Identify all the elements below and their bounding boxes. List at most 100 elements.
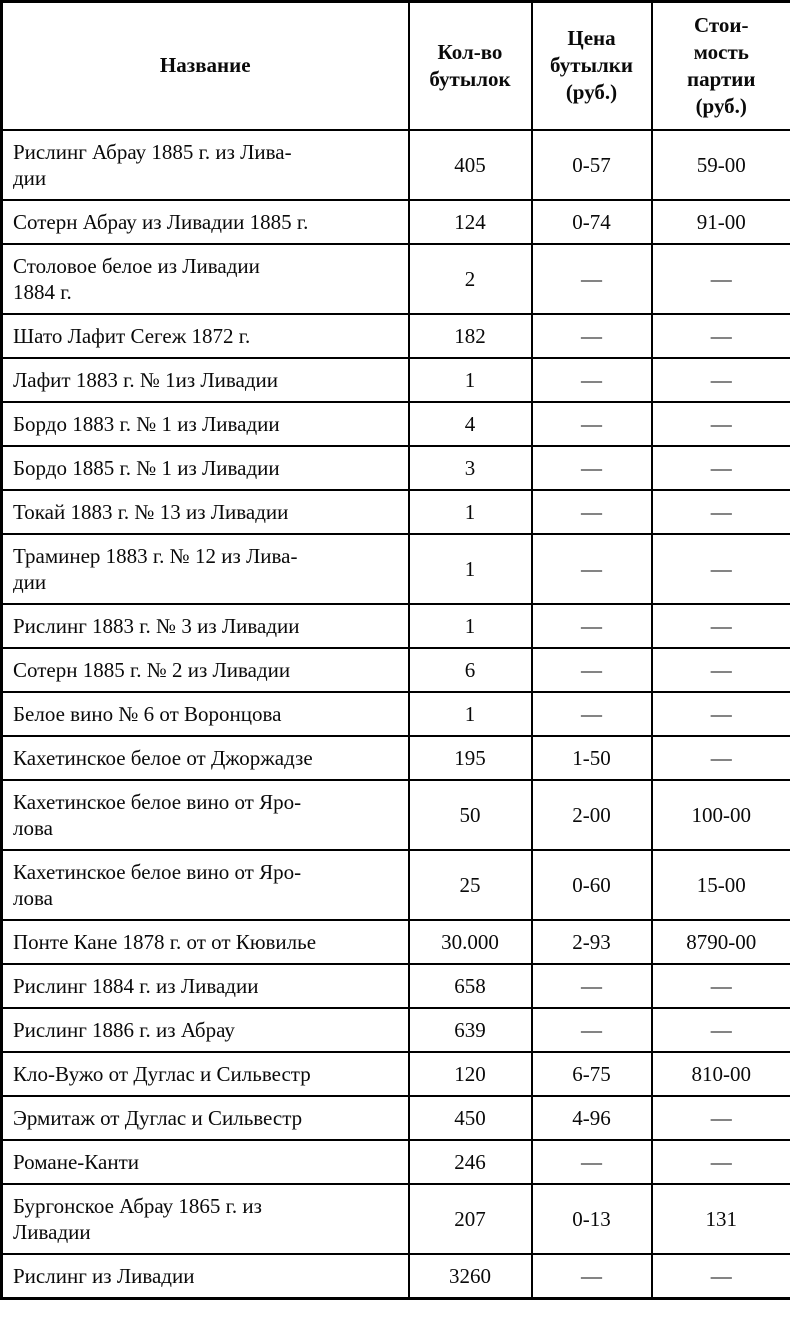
name-cell: Траминер 1883 г. № 12 из Лива- дии bbox=[0, 532, 410, 605]
name-cell: Романе-Канти bbox=[0, 1139, 410, 1186]
column-header-batch-cost: Стои- мость партии (руб.) bbox=[650, 0, 790, 131]
name-cell: Рислинг 1886 г. из Абрау bbox=[0, 1007, 410, 1054]
total-cell: — bbox=[650, 356, 790, 403]
total-cell: 59-00 bbox=[650, 128, 790, 201]
table-header: Название Кол-во бутылок Цена бутылки (ру… bbox=[0, 0, 790, 131]
table-row: Кло-Вужо от Дуглас и Сильвестр 120 6-75 … bbox=[0, 1051, 790, 1098]
table-row: Рислинг Абрау 1885 г. из Лива- дии 405 0… bbox=[0, 128, 790, 201]
table-row: Кахетинское белое вино от Яро- лова 50 2… bbox=[0, 778, 790, 852]
total-cell: 15-00 bbox=[650, 849, 790, 922]
name-cell: Кахетинское белое вино от Яро- лова bbox=[0, 778, 410, 852]
table-row: Бургонское Абрау 1865 г. из Ливадии 207 … bbox=[0, 1183, 790, 1256]
bottle-count-cell: 1 bbox=[407, 488, 533, 535]
price-cell: — bbox=[530, 963, 653, 1010]
bottle-count-cell: 50 bbox=[407, 778, 533, 852]
price-cell: 1-50 bbox=[530, 734, 653, 782]
bottle-count-cell: 450 bbox=[407, 1095, 533, 1142]
table-row: Белое вино № 6 от Воронцова 1 — — bbox=[0, 690, 790, 737]
price-cell: — bbox=[530, 1253, 653, 1300]
bottle-count-cell: 182 bbox=[407, 312, 533, 359]
bottle-count-cell: 3 bbox=[407, 444, 533, 491]
table-row: Рислинг 1886 г. из Абрау 639 — — bbox=[0, 1007, 790, 1054]
total-cell: — bbox=[650, 1007, 790, 1054]
total-cell: — bbox=[650, 488, 790, 535]
bottle-count-cell: 30.000 bbox=[407, 919, 533, 966]
table-row: Кахетинское белое от Джоржадзе 195 1-50 … bbox=[0, 734, 790, 782]
price-cell: — bbox=[530, 312, 653, 359]
total-cell: 100-00 bbox=[650, 778, 790, 852]
name-cell: Бургонское Абрау 1865 г. из Ливадии bbox=[0, 1183, 410, 1256]
name-cell: Рислинг Абрау 1885 г. из Лива- дии bbox=[0, 128, 410, 201]
price-cell: — bbox=[530, 532, 653, 605]
total-cell: — bbox=[650, 1253, 790, 1300]
name-cell: Бордо 1883 г. № 1 из Ливадии bbox=[0, 400, 410, 447]
price-cell: — bbox=[530, 444, 653, 491]
price-cell: — bbox=[530, 488, 653, 535]
name-cell: Токай 1883 г. № 13 из Ливадии bbox=[0, 488, 410, 535]
price-cell: 0-57 bbox=[530, 128, 653, 201]
table-row: Рислинг 1883 г. № 3 из Ливадии 1 — — bbox=[0, 602, 790, 649]
bottle-count-cell: 207 bbox=[407, 1183, 533, 1256]
bottle-count-cell: 639 bbox=[407, 1007, 533, 1054]
price-cell: — bbox=[530, 1139, 653, 1186]
column-header-bottle-price: Цена бутылки (руб.) bbox=[530, 0, 653, 131]
name-cell: Шато Лафит Сегеж 1872 г. bbox=[0, 312, 410, 359]
bottle-count-cell: 2 bbox=[407, 242, 533, 315]
table-row: Лафит 1883 г. № 1из Ливадии 1 — — bbox=[0, 356, 790, 403]
table-row: Сотерн 1885 г. № 2 из Ливадии 6 — — bbox=[0, 646, 790, 693]
table-row: Бордо 1883 г. № 1 из Ливадии 4 — — bbox=[0, 400, 790, 447]
price-cell: — bbox=[530, 690, 653, 737]
name-cell: Кахетинское белое от Джоржадзе bbox=[0, 734, 410, 782]
price-cell: 4-96 bbox=[530, 1095, 653, 1142]
name-cell: Кахетинское белое вино от Яро- лова bbox=[0, 849, 410, 922]
name-cell: Понте Кане 1878 г. от от Кювилье bbox=[0, 919, 410, 966]
total-cell: — bbox=[650, 690, 790, 737]
price-cell: 2-93 bbox=[530, 919, 653, 966]
total-cell: — bbox=[650, 400, 790, 447]
name-cell: Сотерн Абрау из Ливадии 1885 г. bbox=[0, 198, 410, 245]
total-cell: 8790-00 bbox=[650, 919, 790, 966]
total-cell: — bbox=[650, 1139, 790, 1186]
price-cell: 6-75 bbox=[530, 1051, 653, 1098]
total-cell: 91-00 bbox=[650, 198, 790, 245]
bottle-count-cell: 1 bbox=[407, 690, 533, 737]
price-cell: — bbox=[530, 602, 653, 649]
table-row: Столовое белое из Ливадии 1884 г. 2 — — bbox=[0, 242, 790, 315]
total-cell: — bbox=[650, 1095, 790, 1142]
price-cell: 0-74 bbox=[530, 198, 653, 245]
table-row: Романе-Канти 246 — — bbox=[0, 1139, 790, 1186]
bottle-count-cell: 3260 bbox=[407, 1253, 533, 1300]
price-cell: — bbox=[530, 356, 653, 403]
bottle-count-cell: 195 bbox=[407, 734, 533, 782]
total-cell: — bbox=[650, 646, 790, 693]
total-cell: 131 bbox=[650, 1183, 790, 1256]
bottle-count-cell: 1 bbox=[407, 532, 533, 605]
table-row: Токай 1883 г. № 13 из Ливадии 1 — — bbox=[0, 488, 790, 535]
name-cell: Рислинг 1884 г. из Ливадии bbox=[0, 963, 410, 1010]
name-cell: Рислинг из Ливадии bbox=[0, 1253, 410, 1300]
bottle-count-cell: 1 bbox=[407, 356, 533, 403]
total-cell: — bbox=[650, 444, 790, 491]
total-cell: — bbox=[650, 532, 790, 605]
table-row: Эрмитаж от Дуглас и Сильвестр 450 4-96 — bbox=[0, 1095, 790, 1142]
bottle-count-cell: 25 bbox=[407, 849, 533, 922]
total-cell: 810-00 bbox=[650, 1051, 790, 1098]
price-cell: — bbox=[530, 646, 653, 693]
table-row: Шато Лафит Сегеж 1872 г. 182 — — bbox=[0, 312, 790, 359]
name-cell: Лафит 1883 г. № 1из Ливадии bbox=[0, 356, 410, 403]
name-cell: Рислинг 1883 г. № 3 из Ливадии bbox=[0, 602, 410, 649]
bottle-count-cell: 405 bbox=[407, 128, 533, 201]
total-cell: — bbox=[650, 963, 790, 1010]
table-row: Сотерн Абрау из Ливадии 1885 г. 124 0-74… bbox=[0, 198, 790, 245]
table-row: Рислинг из Ливадии 3260 — — bbox=[0, 1253, 790, 1300]
table-row: Бордо 1885 г. № 1 из Ливадии 3 — — bbox=[0, 444, 790, 491]
bottle-count-cell: 120 bbox=[407, 1051, 533, 1098]
price-cell: 0-60 bbox=[530, 849, 653, 922]
total-cell: — bbox=[650, 312, 790, 359]
price-cell: — bbox=[530, 1007, 653, 1054]
total-cell: — bbox=[650, 242, 790, 315]
column-header-bottle-count: Кол-во бутылок bbox=[407, 0, 533, 131]
bottle-count-cell: 658 bbox=[407, 963, 533, 1010]
table-row: Траминер 1883 г. № 12 из Лива- дии 1 — — bbox=[0, 532, 790, 605]
table-row: Кахетинское белое вино от Яро- лова 25 0… bbox=[0, 849, 790, 922]
